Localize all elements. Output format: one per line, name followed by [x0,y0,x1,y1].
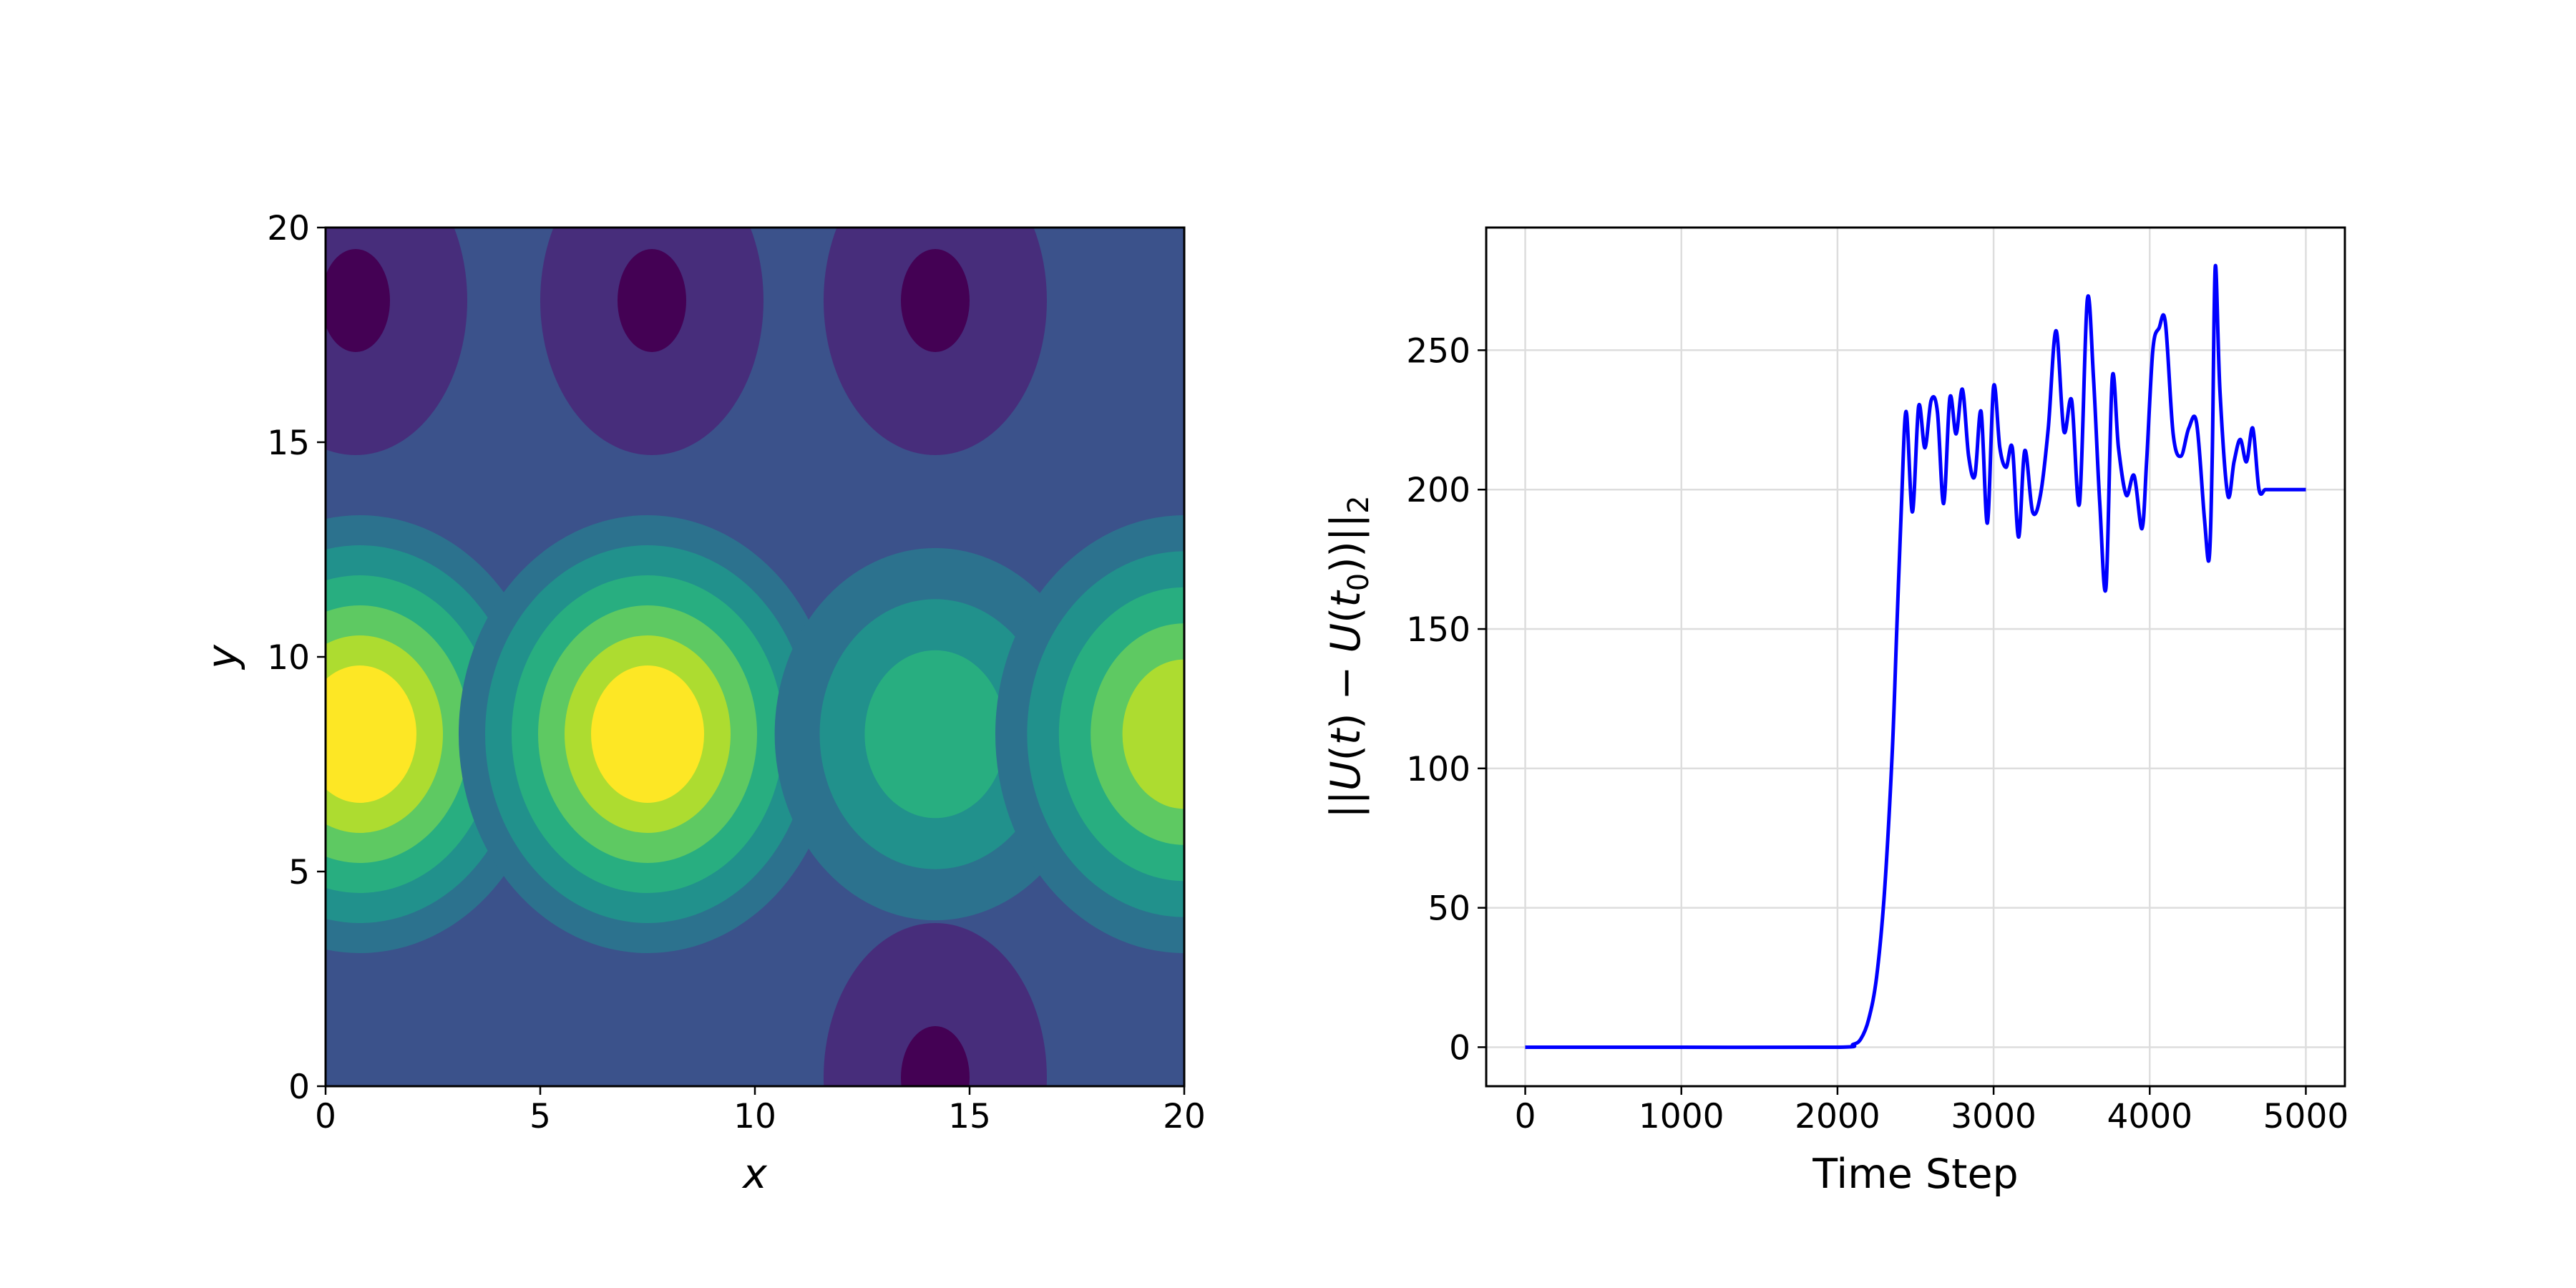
x-tick-label: 5 [530,1097,551,1136]
line-plot-series [1525,263,2306,1050]
y-tick-label: 10 [267,638,310,678]
norm-series-line [1525,263,2306,1050]
y-tick-label: 250 [1406,331,1470,371]
contour-trough-core [618,249,686,352]
contour-y-ticks: 0 5 10 15 20 [267,209,326,1107]
contour-peak-band [864,650,1006,819]
contour-trough-core [901,249,970,352]
x-tick-label: 0 [1515,1097,1536,1136]
y-tick-label: 150 [1406,610,1470,650]
contour-x-ticks: 0 5 10 15 20 [315,1086,1206,1136]
x-tick-label: 3000 [1951,1097,2036,1136]
y-tick-label: 15 [267,424,310,463]
x-tick-label: 1000 [1639,1097,1724,1136]
x-tick-label: 15 [948,1097,991,1136]
contour-peak-band [591,665,704,803]
y-tick-label: 50 [1428,889,1470,929]
x-tick-label: 10 [733,1097,776,1136]
line-plot-y-ticks: 0 50 100 150 200 250 [1406,331,1486,1068]
x-tick-label: 20 [1163,1097,1206,1136]
contour-trough-core [326,249,390,352]
line-plot-x-axis-label: Time Step [1812,1151,2018,1198]
y-tick-label: 100 [1406,750,1470,789]
line-plot-x-ticks: 0 1000 2000 3000 4000 5000 [1515,1086,2349,1136]
y-tick-label: 5 [288,853,310,892]
contour-x-axis-label: x [741,1151,768,1198]
contour-trough-outer [824,923,1047,1086]
x-tick-label: 5000 [2263,1097,2349,1136]
x-tick-label: 4000 [2107,1097,2192,1136]
contour-layers [326,228,1184,1086]
y-tick-label: 200 [1406,471,1470,510]
contour-peak-band [326,665,416,803]
x-tick-label: 0 [315,1097,336,1136]
y-tick-label: 20 [267,209,310,248]
x-tick-label: 2000 [1795,1097,1880,1136]
contour-plot: 0 5 10 15 20 0 5 10 15 20 x y [199,209,1206,1198]
line-plot-y-axis-label: ||U(t) − U(t0))||2 [1322,495,1375,818]
contour-y-axis-label: y [199,644,246,670]
y-tick-label: 0 [288,1068,310,1107]
line-plot: 0 1000 2000 3000 4000 5000 0 50 100 150 200 250 Ti… [1322,226,2349,1198]
y-tick-label: 0 [1449,1028,1470,1068]
contour-trough-core [901,1026,970,1086]
line-plot-frame [1485,226,2346,1088]
line-plot-grid [1486,228,2345,1086]
contour-peak-band [1122,659,1184,809]
